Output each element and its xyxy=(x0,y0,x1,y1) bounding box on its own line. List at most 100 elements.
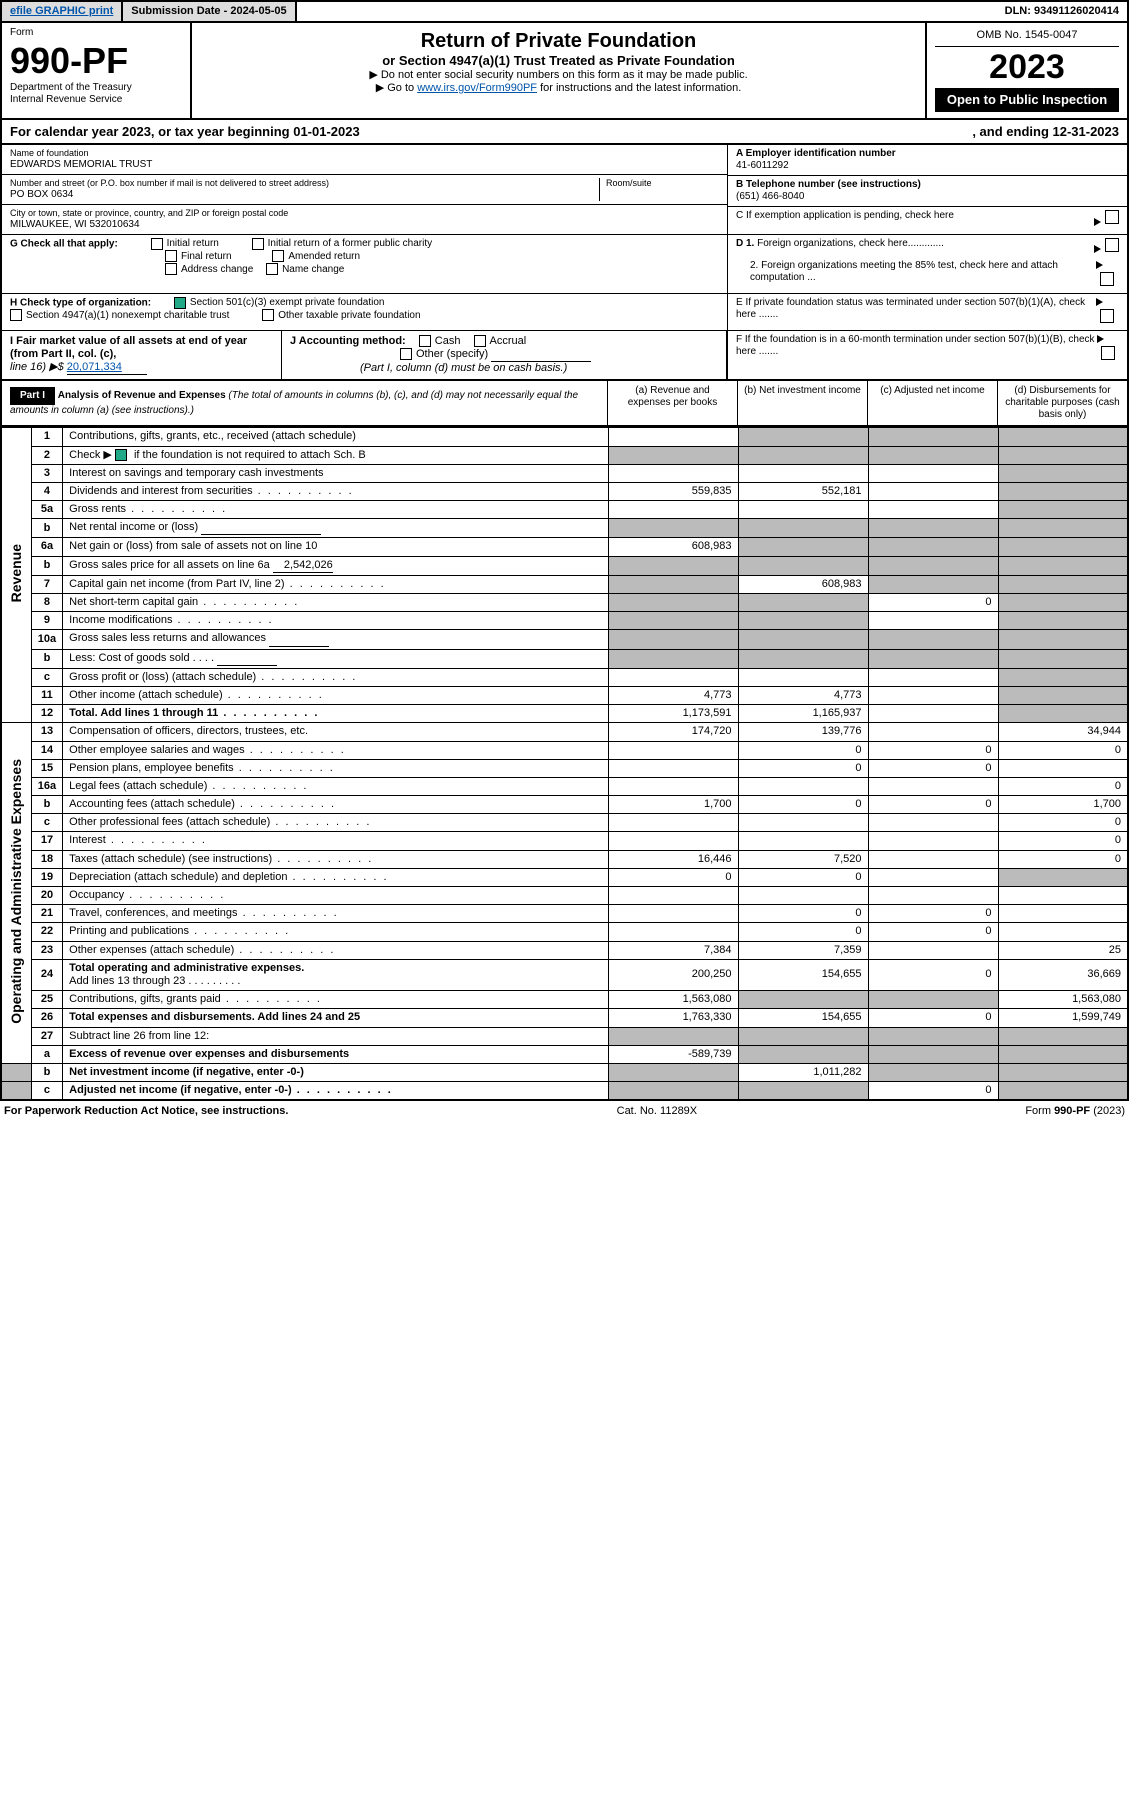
r14b: 0 xyxy=(738,741,868,759)
g-initial-checkbox[interactable] xyxy=(151,238,163,250)
e-checkbox[interactable] xyxy=(1100,309,1114,323)
d2-checkbox[interactable] xyxy=(1100,272,1114,286)
h-4947-checkbox[interactable] xyxy=(10,309,22,321)
part-i-header: Part I Analysis of Revenue and Expenses … xyxy=(0,381,1129,427)
arrow-icon xyxy=(1096,261,1103,269)
footer-right: Form 990-PF (2023) xyxy=(1025,1105,1125,1118)
d2-label: 2. Foreign organizations meeting the 85%… xyxy=(736,260,1096,284)
dln-value: 93491126020414 xyxy=(1034,5,1119,17)
j-other-lbl: Other (specify) xyxy=(416,348,488,360)
col-b-hdr: (b) Net investment income xyxy=(737,381,867,425)
f-checkbox[interactable] xyxy=(1101,346,1115,360)
r27c-c: 0 xyxy=(868,1082,998,1101)
efile-link[interactable]: efile GRAPHIC print xyxy=(10,5,113,17)
r16b-d: 1,700 xyxy=(998,796,1128,814)
r24b-v: 154,655 xyxy=(738,959,868,990)
form-title: Return of Private Foundation xyxy=(202,29,915,53)
submission-date-btn: Submission Date - 2024-05-05 xyxy=(123,2,296,21)
row-16a: Legal fees (attach schedule) xyxy=(63,777,608,795)
i-line-label: line 16) ▶$ xyxy=(10,361,67,373)
row-16b: Accounting fees (attach schedule) xyxy=(63,796,608,814)
j-accrual-lbl: Accrual xyxy=(490,335,527,347)
footer-mid: Cat. No. 11289X xyxy=(617,1105,698,1118)
g-addr-lbl: Address change xyxy=(181,264,253,275)
part-i-title: Analysis of Revenue and Expenses xyxy=(58,390,226,401)
g-amended-lbl: Amended return xyxy=(288,251,360,262)
row-23: Other expenses (attach schedule) xyxy=(63,941,608,959)
tel-value: (651) 466-8040 xyxy=(736,191,1119,203)
row-11: Other income (attach schedule) xyxy=(63,686,608,704)
r13d: 34,944 xyxy=(998,723,1128,741)
expenses-rot-label: Operating and Administrative Expenses xyxy=(8,759,25,1024)
j-accrual-checkbox[interactable] xyxy=(474,335,486,347)
g-initial-former-lbl: Initial return of a former public charit… xyxy=(268,238,433,249)
cal-year-begin: For calendar year 2023, or tax year begi… xyxy=(10,124,360,140)
page-footer: For Paperwork Reduction Act Notice, see … xyxy=(0,1101,1129,1122)
r4a: 559,835 xyxy=(608,482,738,500)
r15c: 0 xyxy=(868,759,998,777)
g-initial-former-checkbox[interactable] xyxy=(252,238,264,250)
ein-label: A Employer identification number xyxy=(736,148,1119,160)
arrow-icon xyxy=(1094,245,1101,253)
i-fmv-link[interactable]: 20,071,334 xyxy=(67,361,147,375)
r2-checkbox[interactable] xyxy=(115,449,127,461)
r12b: 1,165,937 xyxy=(738,705,868,723)
form-label: Form xyxy=(10,27,182,39)
g-final-checkbox[interactable] xyxy=(165,250,177,262)
r18d: 0 xyxy=(998,850,1128,868)
omb-number: OMB No. 1545-0047 xyxy=(935,29,1119,47)
r21b: 0 xyxy=(738,905,868,923)
row-7: Capital gain net income (from Part IV, l… xyxy=(63,575,608,593)
top-bar: efile GRAPHIC print Submission Date - 20… xyxy=(0,0,1129,23)
r2-post: if the foundation is not required to att… xyxy=(131,449,366,461)
row-24: Total operating and administrative expen… xyxy=(63,959,608,990)
c-checkbox[interactable] xyxy=(1105,210,1119,224)
addr-label: Number and street (or P.O. box number if… xyxy=(10,178,599,189)
row-13: Compensation of officers, directors, tru… xyxy=(63,723,608,741)
row-5b: Net rental income or (loss) xyxy=(63,519,608,538)
h-501c3-checkbox[interactable] xyxy=(174,297,186,309)
r12a: 1,173,591 xyxy=(608,705,738,723)
r10a-lbl: Gross sales less returns and allowances xyxy=(69,632,266,644)
row-15: Pension plans, employee benefits xyxy=(63,759,608,777)
r16b-a: 1,700 xyxy=(608,796,738,814)
row-20: Occupancy xyxy=(63,887,608,905)
r18a: 16,446 xyxy=(608,850,738,868)
g-initial-lbl: Initial return xyxy=(167,238,219,249)
g-name-checkbox[interactable] xyxy=(266,263,278,275)
r16a-d: 0 xyxy=(998,777,1128,795)
row-2: Check ▶ if the foundation is not require… xyxy=(63,446,608,464)
r26d: 1,599,749 xyxy=(998,1009,1128,1027)
dept-2: Internal Revenue Service xyxy=(10,94,182,106)
arrow-icon xyxy=(1094,218,1101,226)
row-27a: Excess of revenue over expenses and disb… xyxy=(63,1045,608,1063)
g-amended-checkbox[interactable] xyxy=(272,250,284,262)
header-left: Form 990-PF Department of the Treasury I… xyxy=(2,23,192,118)
j-other-checkbox[interactable] xyxy=(400,348,412,360)
i-label: I Fair market value of all assets at end… xyxy=(10,335,247,360)
instr2-post: for instructions and the latest informat… xyxy=(537,82,741,94)
h-other-lbl: Other taxable private foundation xyxy=(278,310,420,321)
row-21: Travel, conferences, and meetings xyxy=(63,905,608,923)
j-cash-checkbox[interactable] xyxy=(419,335,431,347)
arrow-icon xyxy=(1097,335,1104,343)
row-1: Contributions, gifts, grants, etc., rece… xyxy=(63,428,608,446)
r26c: 0 xyxy=(868,1009,998,1027)
open-public: Open to Public Inspection xyxy=(935,88,1119,112)
r6a-a: 608,983 xyxy=(608,538,738,556)
h-other-checkbox[interactable] xyxy=(262,309,274,321)
r14d: 0 xyxy=(998,741,1128,759)
arrow-icon xyxy=(1096,298,1103,306)
row-6b: Gross sales price for all assets on line… xyxy=(63,556,608,575)
instr2-pre: ▶ Go to xyxy=(376,82,417,94)
r16b-c: 0 xyxy=(868,796,998,814)
form990pf-link[interactable]: www.irs.gov/Form990PF xyxy=(417,82,537,94)
form-number: 990-PF xyxy=(10,39,182,82)
r11a: 4,773 xyxy=(608,686,738,704)
g-addr-checkbox[interactable] xyxy=(165,263,177,275)
d1-checkbox[interactable] xyxy=(1105,238,1119,252)
calendar-year-row: For calendar year 2023, or tax year begi… xyxy=(0,120,1129,146)
efile-button[interactable]: efile GRAPHIC print xyxy=(2,2,123,21)
row-17: Interest xyxy=(63,832,608,850)
footer-left: For Paperwork Reduction Act Notice, see … xyxy=(4,1105,288,1118)
